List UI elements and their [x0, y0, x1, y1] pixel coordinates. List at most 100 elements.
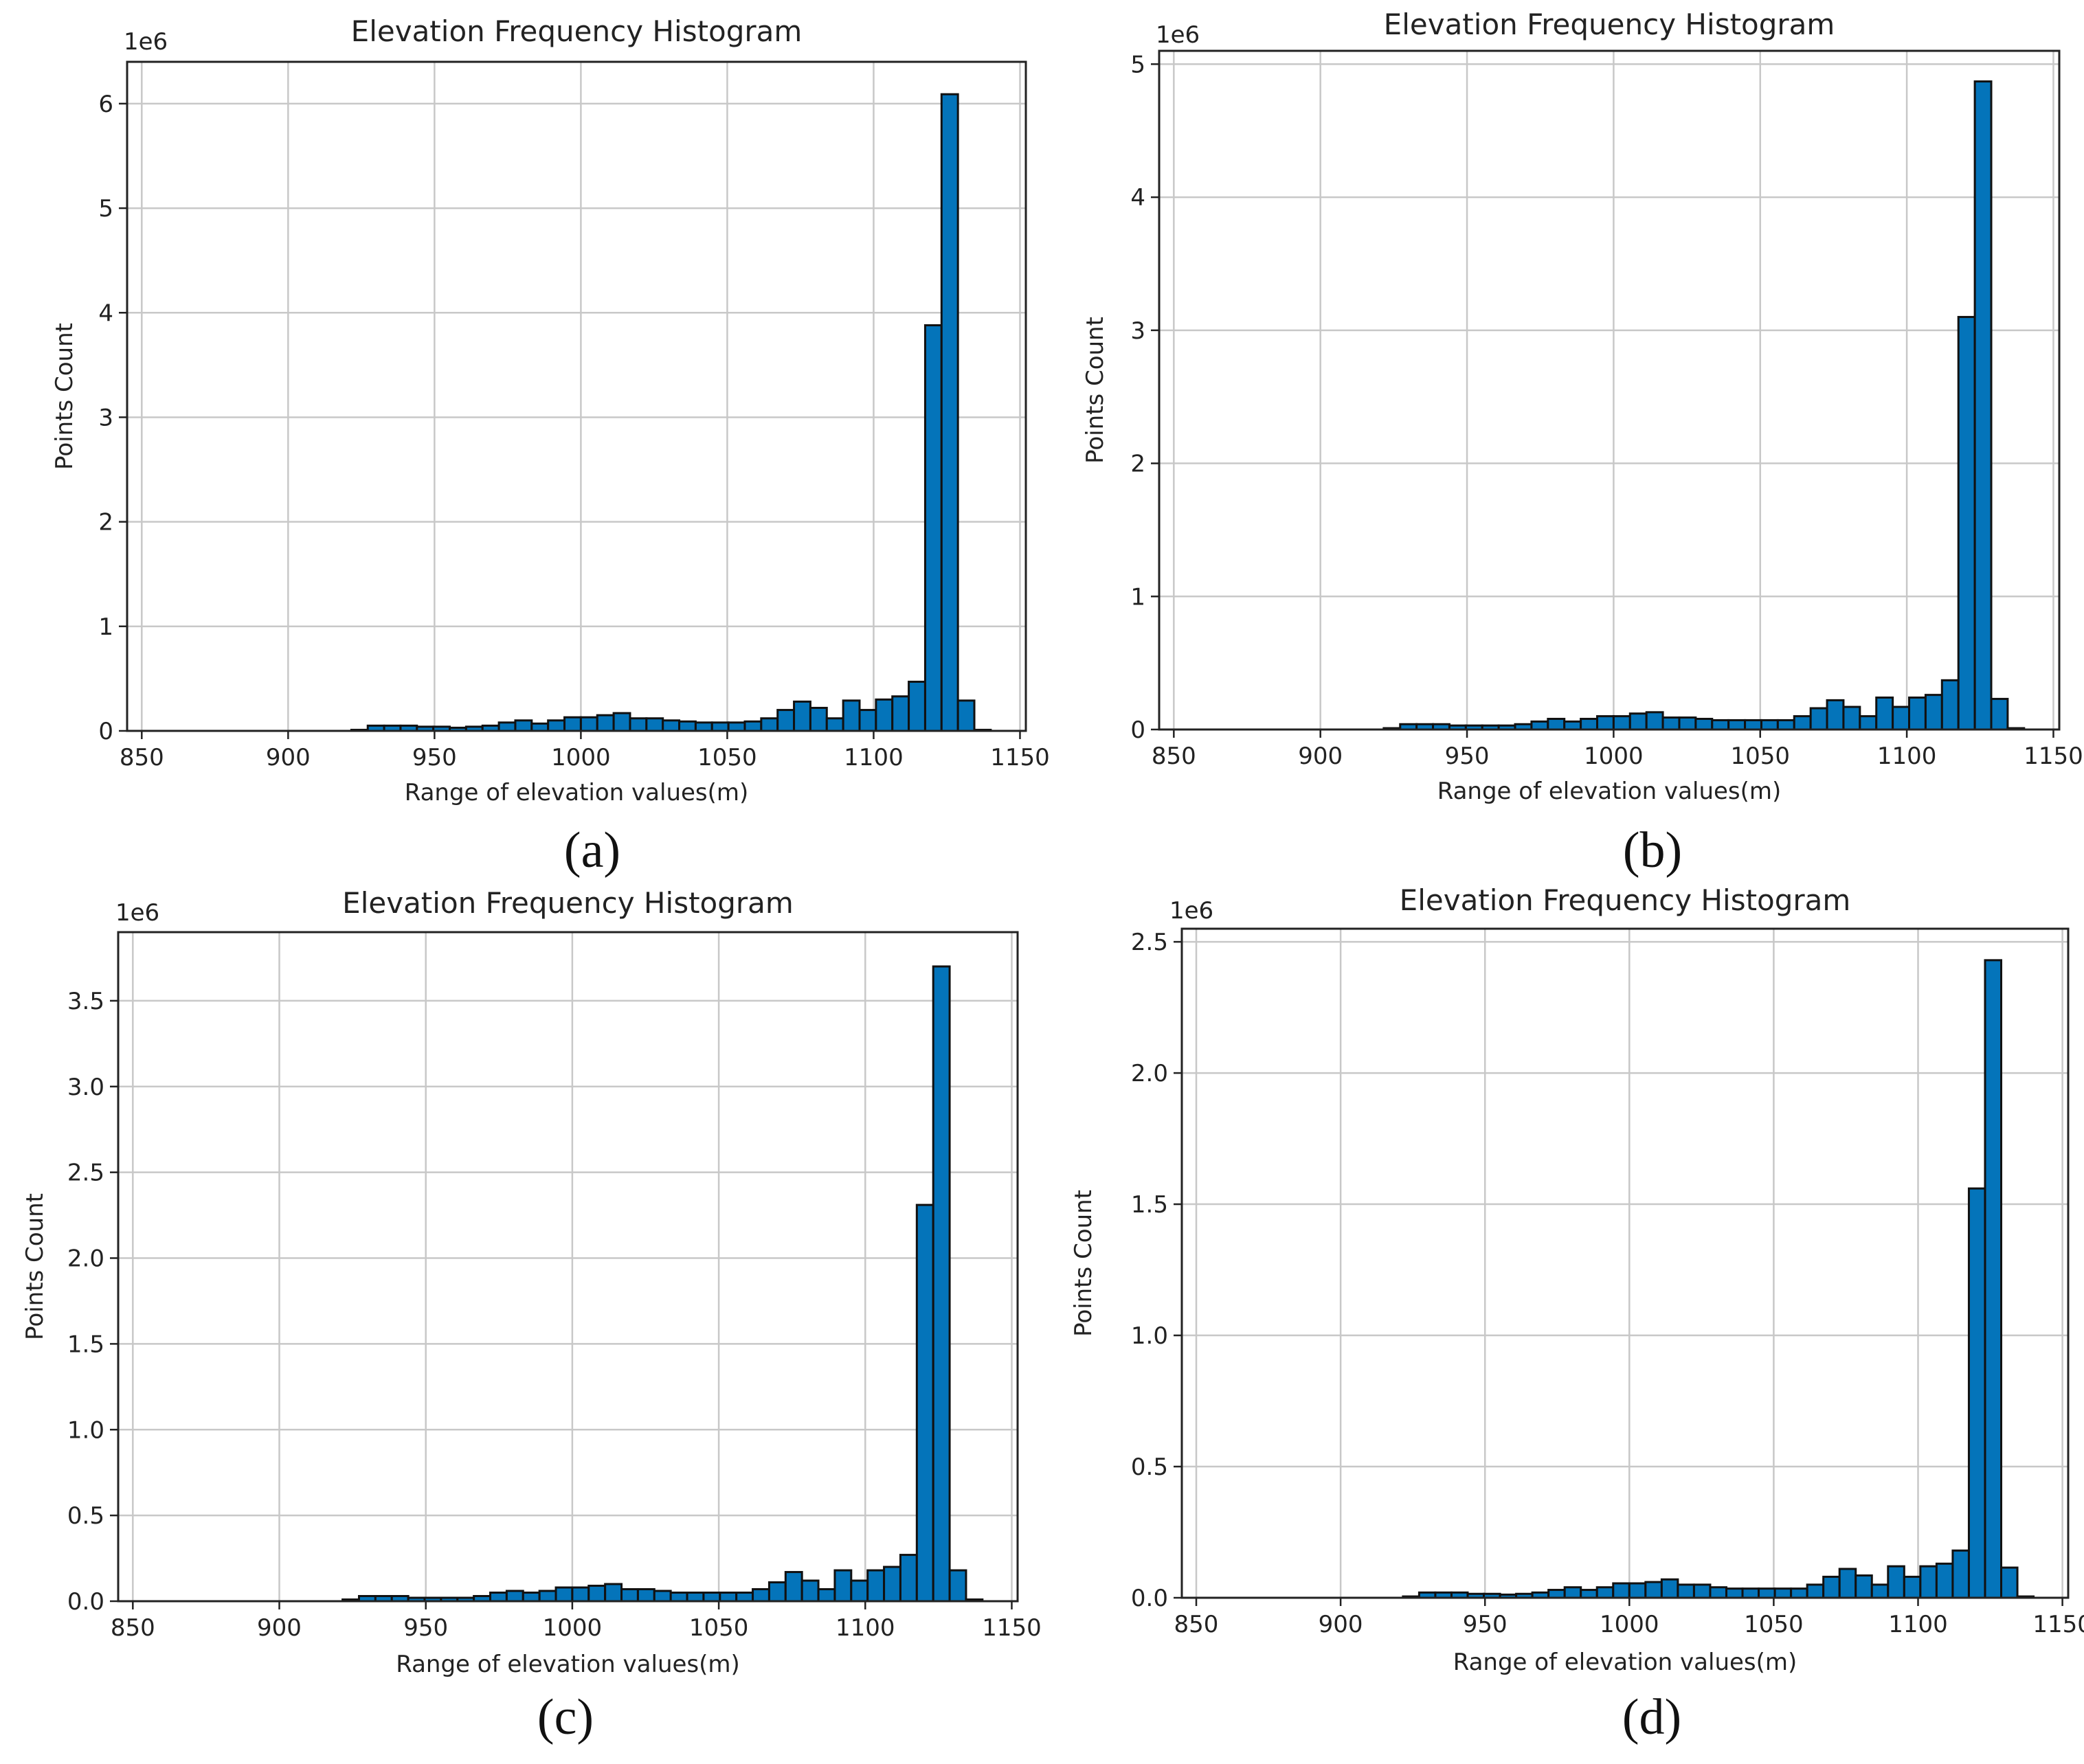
histogram-bar [1709, 1586, 1727, 1599]
histogram-bar [800, 1579, 820, 1603]
x-tick-label: 1100 [844, 744, 904, 771]
y-tick-label: 1.0 [1131, 1322, 1168, 1350]
chart-title: Elevation Frequency Histogram [1384, 8, 1835, 41]
histogram-bar [891, 695, 910, 732]
histogram-bar [629, 717, 648, 732]
histogram-bar [932, 965, 951, 1603]
histogram-bar [1855, 1574, 1873, 1599]
histogram-bar [768, 1581, 787, 1603]
histogram-bar [538, 1590, 557, 1603]
chart-title: Elevation Frequency Histogram [351, 14, 803, 48]
histogram-bar [1822, 1575, 1841, 1599]
histogram-bar [1628, 1582, 1647, 1599]
histogram-bar [1580, 718, 1599, 731]
histogram-bar [554, 1586, 574, 1603]
panel-caption: (b) [1623, 822, 1682, 879]
x-axis-label: Range of elevation values(m) [396, 1651, 740, 1678]
x-tick-label: 1000 [1584, 743, 1644, 770]
y-offset-label: 1e6 [1156, 21, 1200, 49]
histogram-bar [1892, 705, 1911, 731]
panel-caption: (a) [564, 822, 620, 879]
histogram-bar [948, 1569, 967, 1603]
histogram-bar [620, 1588, 639, 1603]
y-tick-label: 4 [98, 299, 113, 327]
histogram-bar [1842, 705, 1861, 731]
x-axis-label: Range of elevation values(m) [1437, 778, 1782, 805]
histogram-bar [1903, 1575, 1922, 1599]
histogram-bar [1628, 712, 1648, 731]
x-tick-label: 1100 [1877, 743, 1937, 770]
x-tick-label: 850 [1174, 1611, 1219, 1638]
histogram-bar [1727, 719, 1747, 731]
histogram-bar [678, 720, 697, 732]
y-tick-label: 2.0 [1131, 1060, 1168, 1087]
histogram-bar [809, 707, 828, 732]
y-tick-label: 2 [98, 509, 113, 536]
histogram-bar [1612, 715, 1631, 731]
x-tick-label: 1150 [2024, 743, 2083, 770]
x-tick-label: 950 [403, 1614, 448, 1642]
histogram-bar [505, 1590, 524, 1603]
histogram-bar [915, 1203, 934, 1603]
y-tick-label: 0.0 [67, 1588, 104, 1616]
histogram-bar [1694, 718, 1714, 731]
x-tick-label: 1000 [1600, 1611, 1659, 1638]
histogram-bar [923, 324, 943, 732]
y-axis-label: Points Count [1082, 317, 1109, 464]
histogram-bar [875, 698, 894, 732]
x-tick-label: 1100 [1888, 1611, 1948, 1638]
bars [1382, 80, 2026, 731]
histogram-bar [833, 1569, 853, 1603]
panel-d: Elevation Frequency Histogram 1e6 Range … [1070, 883, 2084, 1745]
histogram-bar [1547, 1589, 1566, 1599]
histogram-bar [612, 712, 631, 732]
x-tick-label: 1150 [990, 744, 1050, 771]
histogram-bar [662, 719, 681, 732]
histogram-bar [653, 1590, 672, 1603]
bars [341, 965, 984, 1603]
histogram-bar [817, 1588, 836, 1603]
histogram-bar [1935, 1562, 1954, 1599]
y-tick-label: 1.5 [67, 1331, 104, 1358]
x-tick-label: 1000 [543, 1614, 603, 1642]
histogram-bar [784, 1571, 803, 1603]
histogram-bar [1924, 694, 1943, 731]
histogram-bar [522, 1592, 541, 1603]
x-tick-label: 1150 [2032, 1611, 2084, 1638]
histogram-bar [1870, 1583, 1890, 1599]
histogram-bar [1547, 718, 1566, 731]
y-tick-label: 0 [1130, 716, 1145, 744]
histogram-bar [850, 1579, 869, 1603]
y-offset-label: 1e6 [115, 899, 159, 927]
histogram-bar [702, 1592, 721, 1603]
histogram-bar [1919, 1565, 1938, 1599]
y-tick-label: 2.5 [67, 1160, 104, 1187]
y-tick-label: 1.5 [1131, 1191, 1168, 1219]
histogram-bar [866, 1569, 886, 1603]
histogram-bar [940, 93, 959, 732]
histogram-bar [1612, 1582, 1631, 1599]
panel-a: Elevation Frequency Histogram 1e6 Range … [51, 14, 1050, 879]
histogram-bar [1793, 715, 1812, 731]
x-tick-label: 1050 [1730, 743, 1790, 770]
grid [1182, 929, 2068, 1599]
chart-title: Elevation Frequency Histogram [342, 886, 794, 920]
x-axis-label: Range of elevation values(m) [1453, 1649, 1797, 1676]
x-tick-label: 850 [111, 1614, 155, 1642]
histogram-bar [645, 717, 664, 732]
histogram-bar [1644, 1581, 1663, 1599]
y-tick-label: 2 [1130, 451, 1145, 478]
x-tick-label: 950 [1463, 1611, 1508, 1638]
x-tick-label: 850 [1152, 743, 1196, 770]
histogram-bar [1711, 719, 1730, 731]
histogram-bar [1809, 707, 1828, 731]
x-tick-label: 900 [266, 744, 311, 771]
y-tick-label: 1.0 [67, 1416, 104, 1444]
grid [127, 62, 1026, 732]
x-tick-label: 1050 [697, 744, 757, 771]
y-tick-label: 0.5 [67, 1502, 104, 1530]
histogram-bar [1563, 720, 1582, 731]
histogram-bar [497, 721, 517, 732]
histogram-bar [636, 1588, 656, 1603]
